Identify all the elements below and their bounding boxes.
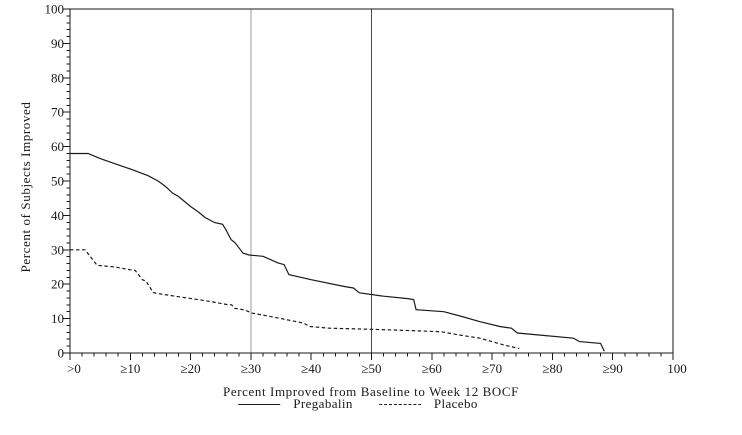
x-tick-label: ≥50 — [361, 361, 381, 376]
y-tick-label: 70 — [51, 105, 64, 120]
legend: Pregabalin Placebo — [238, 396, 478, 412]
y-axis-title: Percent of Subjects Improved — [18, 101, 33, 273]
y-axis-tick-labels: 0 10 20 30 40 50 60 70 80 90 100 — [45, 2, 65, 361]
y-tick-label: 90 — [51, 36, 64, 51]
legend-entry-pregabalin: Pregabalin — [238, 396, 353, 412]
x-tick-label: ≥10 — [120, 361, 140, 376]
x-tick-label: ≥90 — [603, 361, 623, 376]
x-tick-label: ≥70 — [482, 361, 502, 376]
legend-label-placebo: Placebo — [433, 396, 478, 411]
solid-line-key-icon — [238, 403, 281, 405]
legend-label-pregabalin: Pregabalin — [293, 396, 353, 411]
x-tick-label: 100 — [667, 361, 687, 376]
series-placebo — [70, 249, 520, 350]
x-tick-label: ≥80 — [542, 361, 562, 376]
x-tick-label: ≥40 — [301, 361, 321, 376]
y-tick-label: 0 — [58, 346, 65, 361]
reference-lines — [250, 9, 372, 353]
y-tick-label: 10 — [51, 311, 64, 326]
axis-ticks — [63, 8, 674, 360]
x-axis-title: Percent Improved from Baseline to Week 1… — [222, 384, 520, 399]
series-pregabalin — [70, 152, 605, 352]
legend-entry-placebo: Placebo — [378, 396, 478, 412]
x-tick-label: ≥30 — [241, 361, 261, 376]
y-tick-label: 50 — [51, 174, 64, 189]
y-tick-label: 40 — [51, 208, 64, 223]
x-tick-label: ≥60 — [422, 361, 442, 376]
x-tick-label: >0 — [67, 361, 81, 376]
dashed-line-key-icon — [378, 403, 421, 405]
y-tick-label: 30 — [51, 242, 64, 257]
x-axis-tick-labels: >0 ≥10 ≥20 ≥30 ≥40 ≥50 ≥60 ≥70 ≥80 ≥90 100 — [67, 361, 687, 376]
y-tick-label: 60 — [51, 139, 64, 154]
x-tick-label: ≥20 — [181, 361, 201, 376]
y-tick-label: 80 — [51, 70, 64, 85]
y-tick-label: 20 — [51, 277, 64, 292]
y-tick-label: 100 — [45, 2, 65, 17]
